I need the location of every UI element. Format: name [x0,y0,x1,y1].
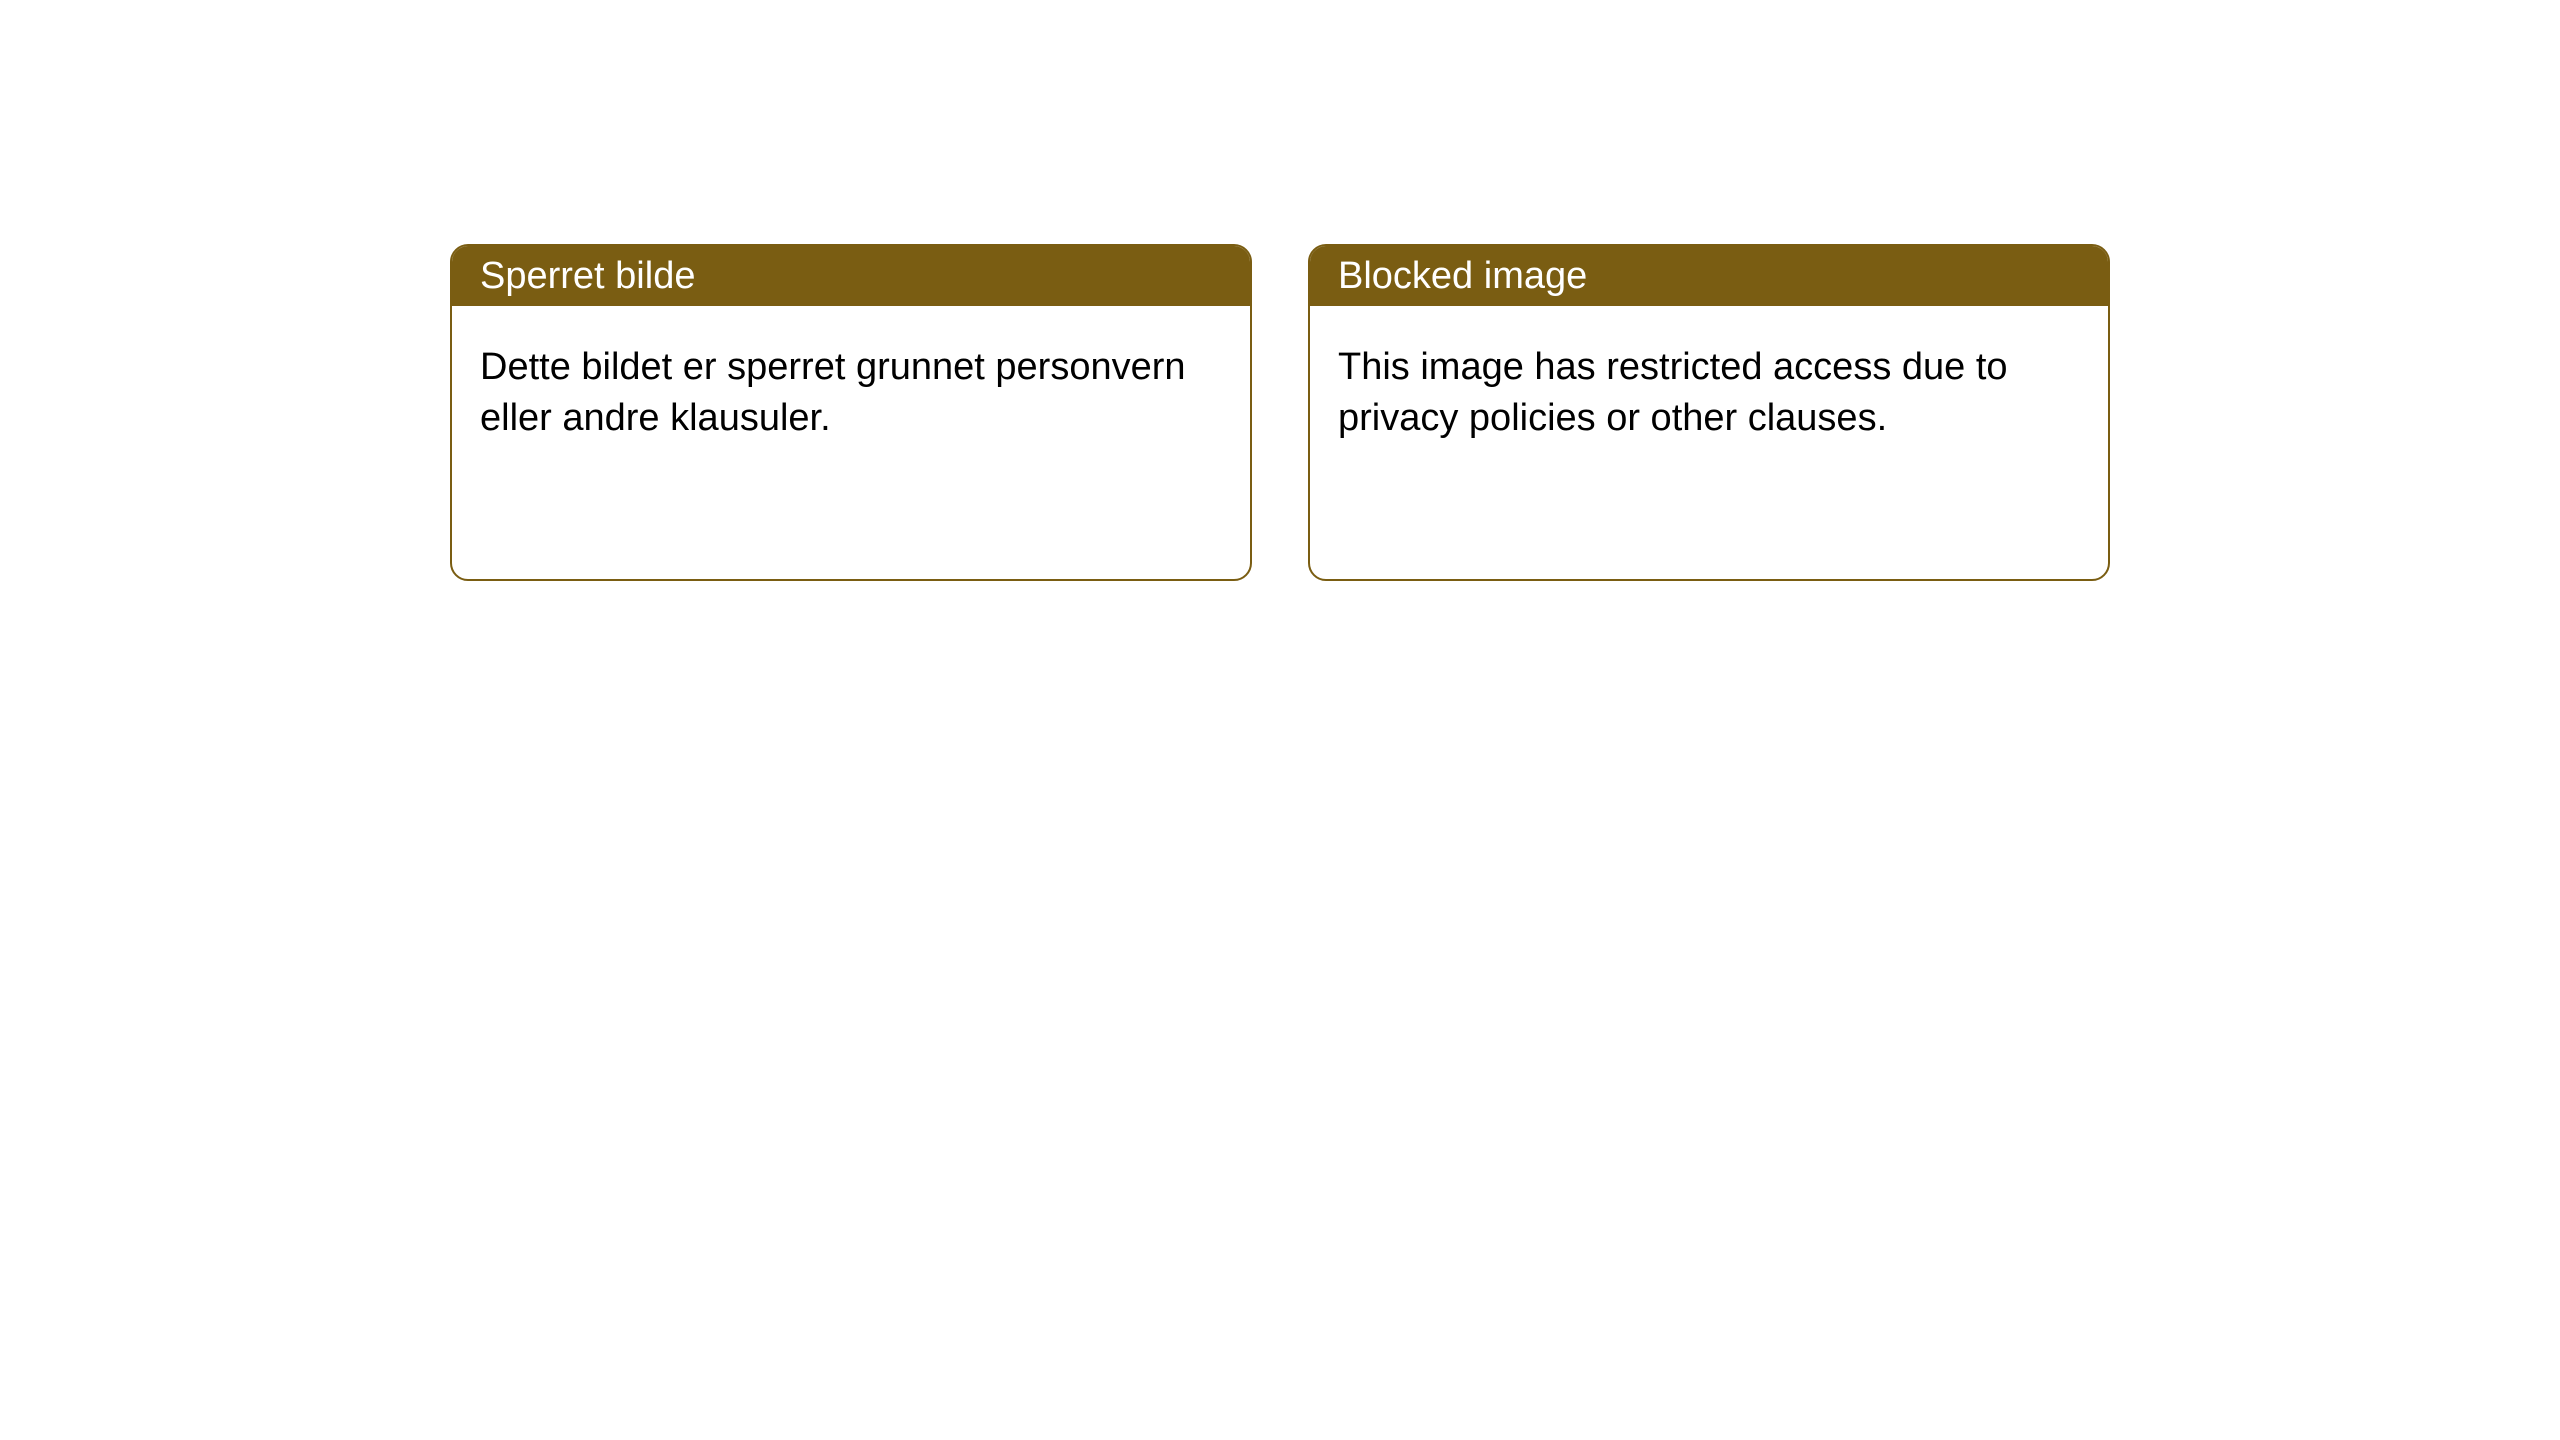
card-header: Sperret bilde [452,246,1250,306]
card-body-text: This image has restricted access due to … [1338,346,2008,439]
cards-container: Sperret bilde Dette bildet er sperret gr… [450,244,2110,581]
card-norwegian: Sperret bilde Dette bildet er sperret gr… [450,244,1252,581]
card-header: Blocked image [1310,246,2108,306]
card-body: This image has restricted access due to … [1310,306,2108,481]
card-body: Dette bildet er sperret grunnet personve… [452,306,1250,481]
card-title: Blocked image [1338,255,1587,298]
card-body-text: Dette bildet er sperret grunnet personve… [480,346,1186,439]
card-english: Blocked image This image has restricted … [1308,244,2110,581]
card-title: Sperret bilde [480,255,695,298]
